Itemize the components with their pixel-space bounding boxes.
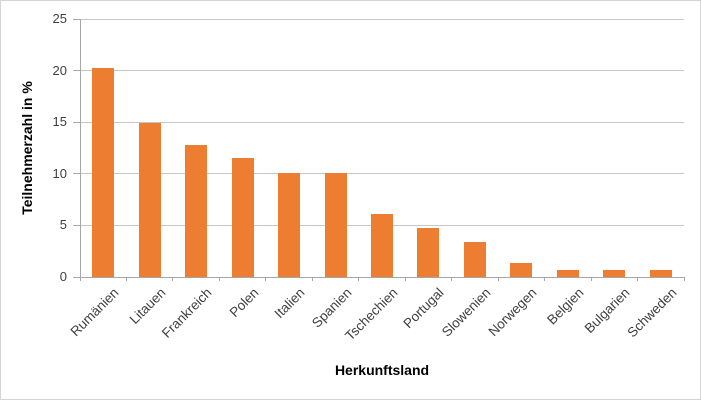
x-axis-tick (544, 277, 546, 281)
x-axis-line (73, 276, 685, 278)
x-axis-tick (404, 277, 406, 281)
y-axis-line (79, 19, 81, 277)
x-axis-tick (79, 277, 81, 281)
x-axis-tick (683, 277, 685, 281)
x-axis-tick (590, 277, 592, 281)
y-tick-label: 10 (52, 165, 67, 181)
bar-Belgien (556, 269, 579, 277)
gridline (80, 121, 684, 123)
y-axis-tick (73, 18, 80, 20)
bar-Schweden (649, 269, 672, 277)
bar-Frankreich (185, 144, 208, 277)
y-tick-label: 5 (59, 217, 67, 233)
bar-Portugal (417, 228, 440, 277)
gridline (80, 173, 684, 175)
x-axis-title: Herkunftsland (334, 362, 430, 378)
y-tick-label: 20 (52, 62, 67, 78)
gridline (80, 18, 684, 20)
y-axis-title: Teilnehmerzahl in % (19, 81, 35, 215)
bar-Polen (231, 158, 254, 277)
x-axis-tick (311, 277, 313, 281)
y-axis-tick (73, 121, 80, 123)
x-axis-tick (218, 277, 220, 281)
y-axis-tick (73, 173, 80, 175)
bar-Litauen (138, 123, 161, 277)
y-tick-label: 0 (59, 269, 67, 284)
y-axis-tick (73, 224, 80, 226)
x-axis-tick (451, 277, 453, 281)
bar-Spanien (324, 172, 347, 277)
y-axis-tick (73, 70, 80, 72)
bar-Slowenien (463, 241, 486, 277)
y-tick-label: 25 (52, 11, 67, 26)
bar-Tschechien (371, 214, 393, 277)
bar-Bulgarien (603, 269, 626, 277)
y-tick-label: 15 (52, 114, 67, 130)
bar-Rumänien (92, 67, 115, 277)
x-axis-tick (265, 277, 267, 281)
gridline (80, 70, 684, 72)
x-axis-tick (497, 277, 499, 281)
bar-Italien (278, 172, 301, 277)
bar-Norwegen (510, 262, 533, 277)
x-axis-tick (125, 277, 127, 281)
x-axis-tick (637, 277, 639, 281)
x-axis-tick (358, 277, 360, 281)
x-axis-tick (172, 277, 174, 281)
